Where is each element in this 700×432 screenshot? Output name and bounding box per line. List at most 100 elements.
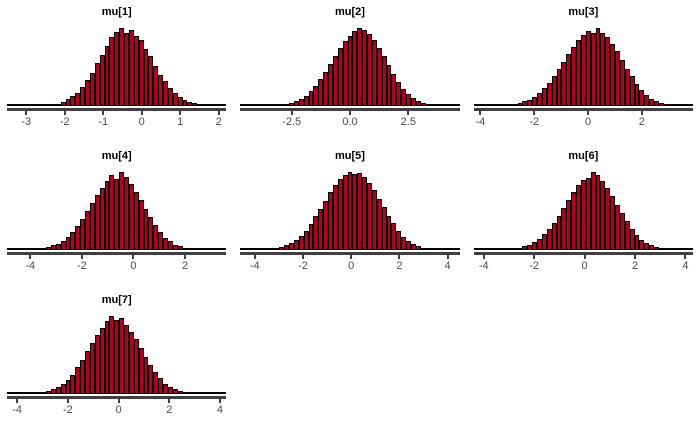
histogram-bar [274,104,280,106]
histogram-bar [551,222,557,250]
x-axis-tick-label: 0 [138,116,145,128]
histogram-bar [571,46,577,106]
histogram-bar [104,45,110,106]
histogram-bar [187,248,193,250]
histogram-bar [362,30,368,106]
histogram-bar [357,28,363,106]
histogram-bar [420,247,426,250]
histogram-bar [289,242,294,250]
histogram-bar [197,392,202,394]
histogram-bar [284,103,290,106]
histogram-plot-mu-6: -4 -2 0 2 4 [473,163,694,288]
histogram-bar [46,104,51,106]
x-axis-tick-label: -3 [21,116,32,128]
histogram-bar [206,104,212,106]
histogram-bar [124,32,129,106]
histogram-bar [60,102,66,106]
x-axis-tick-label: -4 [249,260,260,272]
histogram-bar [658,248,664,250]
histogram-bar [590,33,596,106]
histogram-bar [153,372,159,394]
histogram-bar [605,37,611,106]
histogram-bar [678,104,684,106]
histogram-bar [352,173,358,250]
histogram-bar [41,391,46,394]
histogram-bar [624,221,630,250]
histogram-bar [328,63,333,106]
histogram-bar [357,172,363,250]
histogram-bar [172,92,178,106]
histogram-bar [576,185,581,250]
histogram-bar [445,104,450,106]
histogram-bar [561,61,567,106]
histogram-bar [70,232,76,250]
histogram-bar [148,56,154,106]
histogram-bar [512,248,518,250]
x-axis-tick-label: 2 [166,404,173,416]
x-axis-tick-label: 0 [584,116,592,128]
histogram-bar [449,104,455,106]
histogram-bar [629,76,635,106]
histogram-bars-mu-3 [473,28,694,106]
x-axis-tick [25,108,28,115]
histogram-bar [541,234,547,250]
histogram-bar [488,104,494,106]
histogram-bar [94,334,100,394]
histogram-bar [264,104,270,106]
histogram-bar [644,242,650,250]
histogram-bar [658,102,664,106]
histogram-bar [634,235,640,250]
x-axis-line-mu-1 [7,108,227,115]
histogram-bar [109,175,115,250]
histogram-bar [323,200,329,250]
histogram-bar [197,104,202,106]
histogram-bar [332,56,338,106]
histogram-bar [454,248,460,250]
histogram-bar [318,79,324,106]
histogram-bar [55,103,61,106]
histogram-bar [254,248,260,250]
histogram-bar [498,104,503,106]
histogram-bar [119,28,124,106]
x-axis-tick-label: 0.0 [342,116,358,128]
x-axis-tick [684,252,687,259]
histogram-bar [65,98,71,106]
histogram-bar [566,200,572,250]
histogram-bar [192,248,198,250]
x-axis-tick [407,108,410,115]
histogram-bar [202,248,207,250]
histogram-bar [167,241,173,250]
histogram-bar [546,228,552,250]
histogram-bar [104,321,110,394]
histogram-bar [128,29,134,106]
histogram-bar [216,248,222,250]
histogram-bar [216,104,222,106]
histogram-bar [649,245,655,250]
histogram-bar [678,248,684,250]
histogram-bar [580,179,586,250]
x-axis-tick-labels-mu-3: -4 -2 0 2 [474,116,693,130]
histogram-bar [99,327,105,394]
histogram-bar [36,248,42,250]
histogram-bar [337,179,343,250]
histogram-bar [216,392,222,394]
histogram-bar [298,98,304,106]
histogram-bar [522,101,528,106]
histogram-bar [517,102,523,106]
histogram-bar [293,239,299,250]
empty-cell [466,288,700,432]
x-axis-tick-label: -2 [76,260,87,272]
histogram-bar [663,248,669,250]
histogram-bar [415,246,421,250]
histogram-bar [153,66,159,106]
panel-mu-3: mu[3] -4 -2 0 2 [467,0,700,144]
histogram-bar [187,102,193,106]
histogram-bar [293,101,299,106]
histogram-bar [143,208,149,250]
histogram-bar [410,243,416,250]
x-axis-tick [66,396,69,403]
histogram-bar [445,248,450,250]
histogram-bar [673,248,679,250]
histogram-bar [133,339,139,394]
histogram-bar [435,104,441,106]
